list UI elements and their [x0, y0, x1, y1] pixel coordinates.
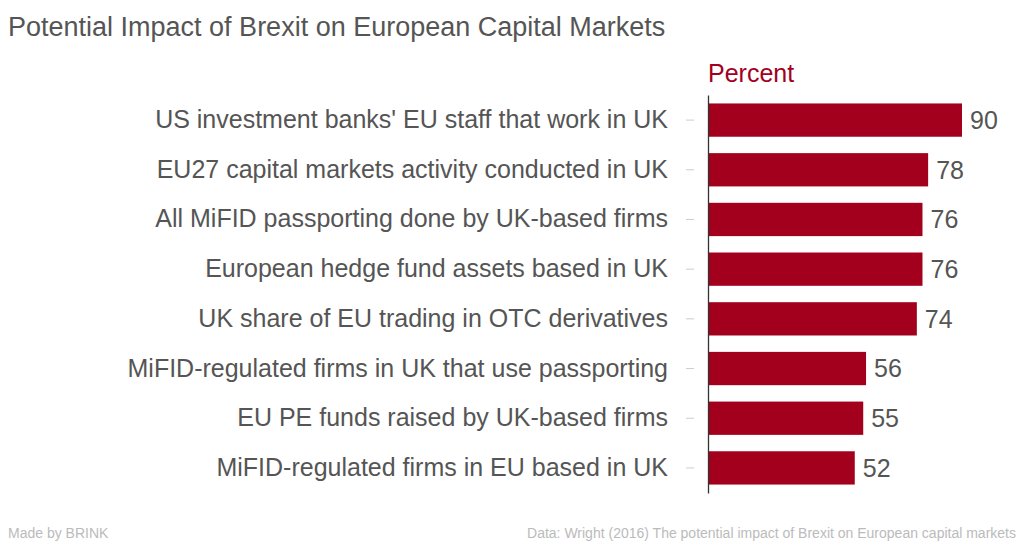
- title: Potential Impact of Brexit on European C…: [8, 12, 665, 42]
- data-label: 52: [863, 454, 891, 482]
- annotation: Data: Wright (2016) The potential impact…: [527, 525, 1016, 541]
- tick-mark: [686, 269, 694, 270]
- tick-mark: [686, 219, 694, 220]
- bar: [708, 153, 928, 186]
- tick-mark: [686, 120, 694, 121]
- bar: [708, 302, 917, 335]
- bar: [708, 103, 962, 136]
- data-label: 56: [874, 354, 902, 382]
- axis-line: [708, 96, 709, 494]
- tick-label: MiFID-regulated firms in EU based in UK: [216, 453, 668, 481]
- bar: [708, 451, 855, 484]
- tick: MiFID-regulated firms in EU based in UK: [216, 453, 694, 481]
- data-label: 90: [970, 106, 998, 134]
- tick-label: UK share of EU trading in OTC derivative…: [198, 304, 668, 332]
- data-label: 76: [930, 255, 958, 283]
- data-label: 76: [930, 205, 958, 233]
- tick-mark: [686, 169, 694, 170]
- tick-mark: [686, 318, 694, 319]
- tick-label: All MiFID passporting done by UK-based f…: [155, 204, 668, 232]
- data-label: 55: [871, 404, 899, 432]
- tick-mark: [686, 467, 694, 468]
- tick: MiFID-regulated firms in UK that use pas…: [128, 354, 695, 382]
- bar: [708, 352, 866, 385]
- tick-mark: [686, 368, 694, 369]
- data-labels: 9078 76 76 74 56 55 52: [863, 106, 998, 482]
- tick-label: EU27 capital markets activity conducted …: [157, 155, 669, 183]
- chart: Potential Impact of Brexit on European C…: [0, 0, 1024, 546]
- tick: US investment banks' EU staff that work …: [155, 105, 694, 133]
- tick-label: European hedge fund assets based in UK: [205, 254, 668, 282]
- tick-mark: [686, 418, 694, 419]
- y-axis: US investment banks' EU staff that work …: [128, 96, 709, 494]
- tick-label: MiFID-regulated firms in UK that use pas…: [128, 354, 669, 382]
- tick: All MiFID passporting done by UK-based f…: [155, 204, 694, 232]
- bar: [708, 203, 922, 236]
- tick: EU PE funds raised by UK-based firms: [237, 403, 694, 431]
- bar: [708, 253, 922, 286]
- axis-label: Percent: [708, 59, 794, 87]
- tick: UK share of EU trading in OTC derivative…: [198, 304, 694, 332]
- annotation: Made by BRINK: [8, 525, 109, 541]
- tick-label: US investment banks' EU staff that work …: [155, 105, 668, 133]
- data-label: 74: [925, 305, 953, 333]
- bars: [708, 103, 962, 484]
- bar: [708, 402, 863, 435]
- tick-label: EU PE funds raised by UK-based firms: [237, 403, 668, 431]
- tick: European hedge fund assets based in UK: [205, 254, 694, 282]
- data-label: 78: [936, 156, 964, 184]
- tick: EU27 capital markets activity conducted …: [157, 155, 694, 183]
